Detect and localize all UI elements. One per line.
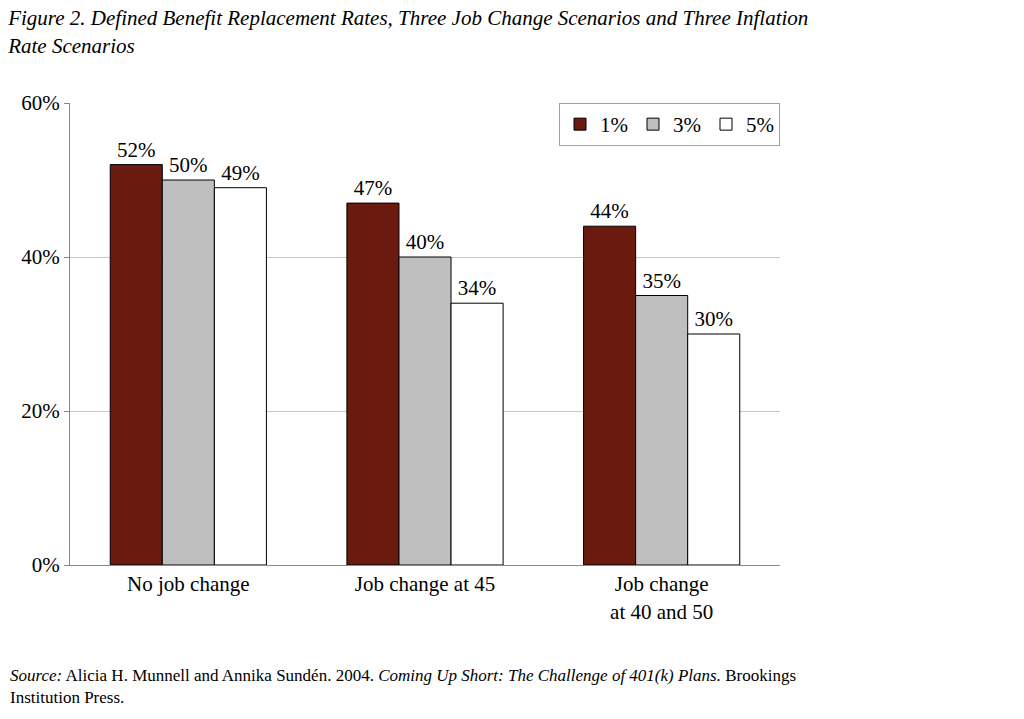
svg-text:47%: 47% [354, 176, 393, 200]
svg-text:5%: 5% [746, 113, 774, 137]
svg-text:40%: 40% [21, 245, 60, 269]
svg-text:40%: 40% [406, 230, 445, 254]
svg-text:52%: 52% [117, 138, 156, 162]
svg-text:Source: Alicia H. Munnell and: Source: Alicia H. Munnell and Annika Sun… [10, 666, 796, 707]
svg-text:44%: 44% [590, 199, 629, 223]
svg-text:0%: 0% [32, 553, 60, 577]
svg-text:1%: 1% [600, 113, 628, 137]
svg-text:49%: 49% [221, 161, 260, 185]
svg-text:Figure 2. Defined Benefit Repl: Figure 2. Defined Benefit Replacement Ra… [7, 6, 808, 57]
svg-text:3%: 3% [673, 113, 701, 137]
svg-text:No job change: No job change [127, 572, 249, 596]
svg-text:Job change at 45: Job change at 45 [355, 572, 496, 596]
svg-text:20%: 20% [21, 399, 60, 423]
svg-text:34%: 34% [458, 276, 497, 300]
svg-text:30%: 30% [694, 307, 733, 331]
svg-text:50%: 50% [169, 153, 208, 177]
svg-text:35%: 35% [642, 269, 681, 293]
svg-text:Job changeat 40 and 50: Job changeat 40 and 50 [610, 572, 713, 623]
svg-text:60%: 60% [21, 91, 60, 115]
